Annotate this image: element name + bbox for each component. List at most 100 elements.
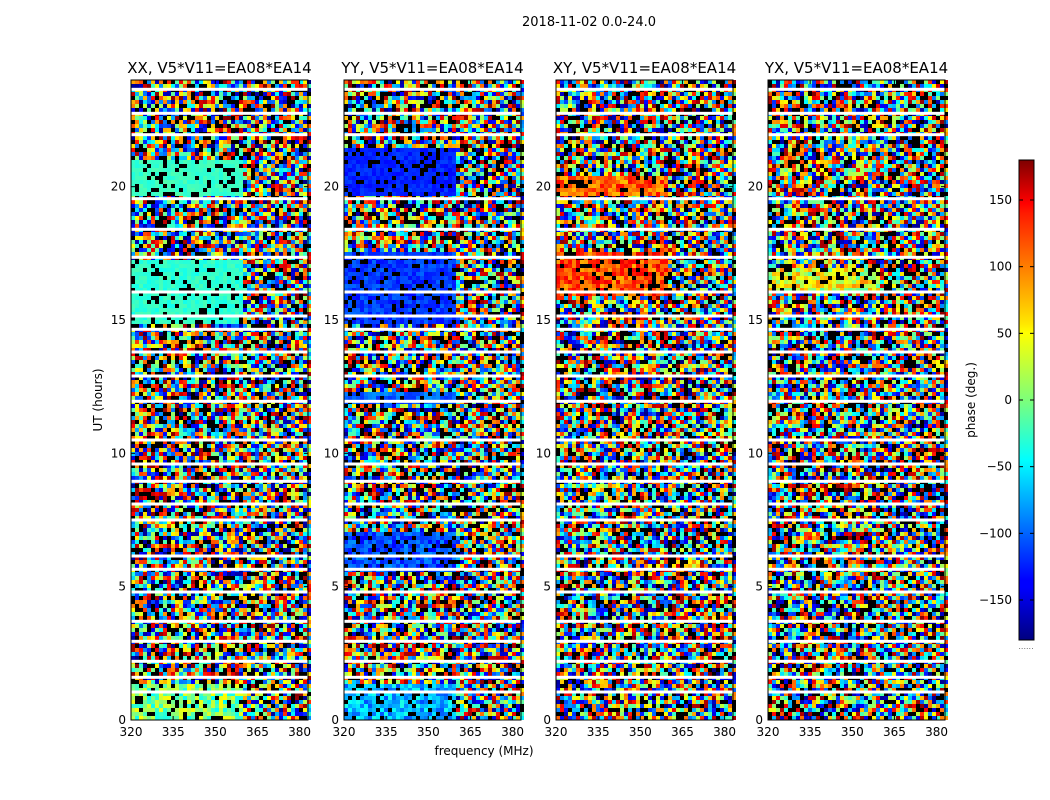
heatmap-cell xyxy=(279,176,283,180)
heatmap-cell xyxy=(307,112,311,116)
heatmap-cell xyxy=(159,496,163,500)
heatmap-cell xyxy=(251,80,255,84)
heatmap-cell xyxy=(163,364,167,368)
heatmap-cell xyxy=(303,236,307,240)
heatmap-cell xyxy=(183,468,187,472)
heatmap-cell xyxy=(299,516,303,520)
heatmap-cell xyxy=(307,412,311,416)
heatmap-cell xyxy=(139,304,143,308)
heatmap-cell xyxy=(263,496,267,500)
heatmap-cell xyxy=(135,188,139,192)
heatmap-cell xyxy=(163,428,167,432)
heatmap-cell xyxy=(171,152,175,156)
heatmap-cell xyxy=(191,220,195,224)
heatmap-cell xyxy=(267,164,271,168)
heatmap-cell xyxy=(299,356,303,360)
heatmap-cell xyxy=(207,340,211,344)
heatmap-cell xyxy=(247,320,251,324)
heatmap-cell xyxy=(243,352,247,356)
heatmap-cell xyxy=(299,268,303,272)
heatmap-cell xyxy=(135,420,139,424)
heatmap-cell xyxy=(155,340,159,344)
heatmap-cell xyxy=(187,320,191,324)
heatmap-cell xyxy=(203,472,207,476)
heatmap-cell xyxy=(227,320,231,324)
heatmap-cell xyxy=(251,492,255,496)
heatmap-cell xyxy=(303,484,307,488)
heatmap-cell xyxy=(191,448,195,452)
heatmap-cell xyxy=(263,296,267,300)
heatmap-cell xyxy=(139,508,143,512)
heatmap-cell xyxy=(159,384,163,388)
heatmap-cell xyxy=(223,340,227,344)
heatmap-cell xyxy=(183,168,187,172)
heatmap-cell xyxy=(195,232,199,236)
heatmap-cell xyxy=(215,164,219,168)
heatmap-cell xyxy=(211,116,215,120)
heatmap-cell xyxy=(295,92,299,96)
heatmap-cell xyxy=(303,316,307,320)
heatmap-cell xyxy=(135,264,139,268)
heatmap-cell xyxy=(239,392,243,396)
heatmap-cell xyxy=(275,128,279,132)
heatmap-cell xyxy=(191,320,195,324)
heatmap-cell xyxy=(195,160,199,164)
heatmap-cell xyxy=(167,380,171,384)
heatmap-cell xyxy=(155,192,159,196)
heatmap-cell xyxy=(271,164,275,168)
heatmap-cell xyxy=(167,460,171,464)
heatmap-cell xyxy=(199,420,203,424)
heatmap-cell xyxy=(255,496,259,500)
heatmap-cell xyxy=(303,456,307,460)
heatmap-cell xyxy=(307,328,311,332)
heatmap-cell xyxy=(199,296,203,300)
heatmap-cell xyxy=(295,320,299,324)
heatmap-cell xyxy=(287,344,291,348)
heatmap-cell xyxy=(187,456,191,460)
heatmap-cell xyxy=(223,352,227,356)
heatmap-cell xyxy=(187,416,191,420)
heatmap-cell xyxy=(251,508,255,512)
heatmap-cell xyxy=(167,164,171,168)
heatmap-cell xyxy=(135,272,139,276)
heatmap-cell xyxy=(215,452,219,456)
heatmap-cell xyxy=(295,516,299,520)
heatmap-cell xyxy=(295,124,299,128)
heatmap-cell xyxy=(239,188,243,192)
heatmap-cell xyxy=(247,164,251,168)
heatmap-cell xyxy=(239,204,243,208)
heatmap-cell xyxy=(235,288,239,292)
heatmap-cell xyxy=(283,276,287,280)
heatmap-cell xyxy=(219,216,223,220)
heatmap-cell xyxy=(219,452,223,456)
heatmap-cell xyxy=(223,512,227,516)
heatmap-cell xyxy=(195,380,199,384)
heatmap-cell xyxy=(135,512,139,516)
heatmap-cell xyxy=(223,300,227,304)
heatmap-cell xyxy=(195,84,199,88)
heatmap-cell xyxy=(239,236,243,240)
heatmap-cell xyxy=(143,516,147,520)
heatmap-cell xyxy=(179,284,183,288)
heatmap-cell xyxy=(163,92,167,96)
heatmap-cell xyxy=(255,268,259,272)
heatmap-cell xyxy=(139,220,143,224)
heatmap-cell xyxy=(171,168,175,172)
heatmap-cell xyxy=(139,340,143,344)
heatmap-cell xyxy=(295,388,299,392)
heatmap-cell xyxy=(255,428,259,432)
heatmap-cell xyxy=(183,388,187,392)
heatmap-cell xyxy=(211,472,215,476)
heatmap-cell xyxy=(247,380,251,384)
heatmap-cell xyxy=(227,508,231,512)
heatmap-cell xyxy=(235,500,239,504)
heatmap-cell xyxy=(235,96,239,100)
heatmap-cell xyxy=(183,408,187,412)
heatmap-cell xyxy=(227,408,231,412)
heatmap-cell xyxy=(231,496,235,500)
heatmap-cell xyxy=(171,284,175,288)
heatmap-cell xyxy=(291,404,295,408)
heatmap-cell xyxy=(247,476,251,480)
heatmap-cell xyxy=(147,224,151,228)
heatmap-cell xyxy=(167,144,171,148)
